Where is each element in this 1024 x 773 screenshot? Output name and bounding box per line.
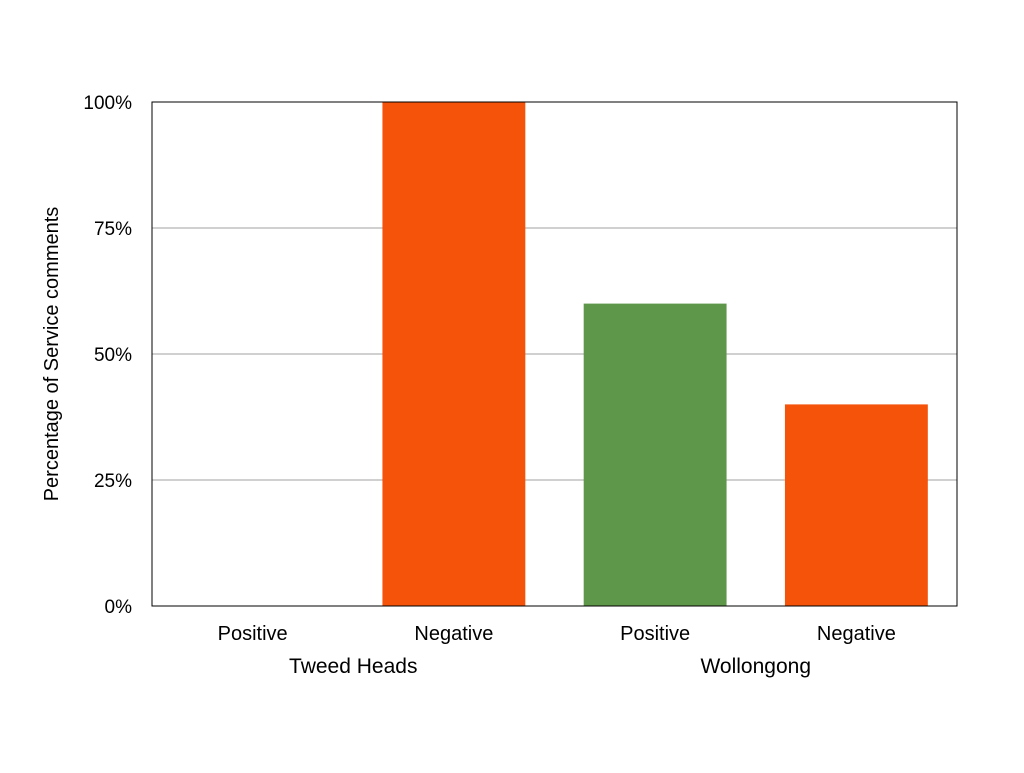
x-category-label: Positive [218, 623, 288, 645]
x-category-label: Positive [620, 623, 690, 645]
bar-wollongong-positive [583, 303, 727, 606]
x-category-label: Negative [817, 623, 896, 645]
y-tick-labels: 0% 25% 50% 75% 100% [83, 93, 132, 618]
y-tick-label: 100% [83, 93, 132, 114]
y-tick-label: 25% [94, 471, 132, 492]
plot-frame [151, 101, 958, 607]
y-tick-label: 50% [94, 345, 132, 366]
x-group-label: Tweed Heads [289, 655, 417, 678]
y-axis-title: Percentage of Service comments [41, 207, 63, 502]
y-tick-label: 75% [94, 219, 132, 240]
x-group-labels: Tweed Heads Wollongong [289, 655, 811, 678]
bars [382, 102, 928, 606]
y-tick-label: 0% [105, 597, 133, 618]
x-category-labels: Positive Negative Positive Negative [218, 623, 896, 645]
x-group-label: Wollongong [700, 655, 811, 678]
bar-wollongong-negative [784, 404, 928, 606]
x-category-label: Negative [414, 623, 493, 645]
bar-tweed-heads-negative [382, 102, 526, 606]
